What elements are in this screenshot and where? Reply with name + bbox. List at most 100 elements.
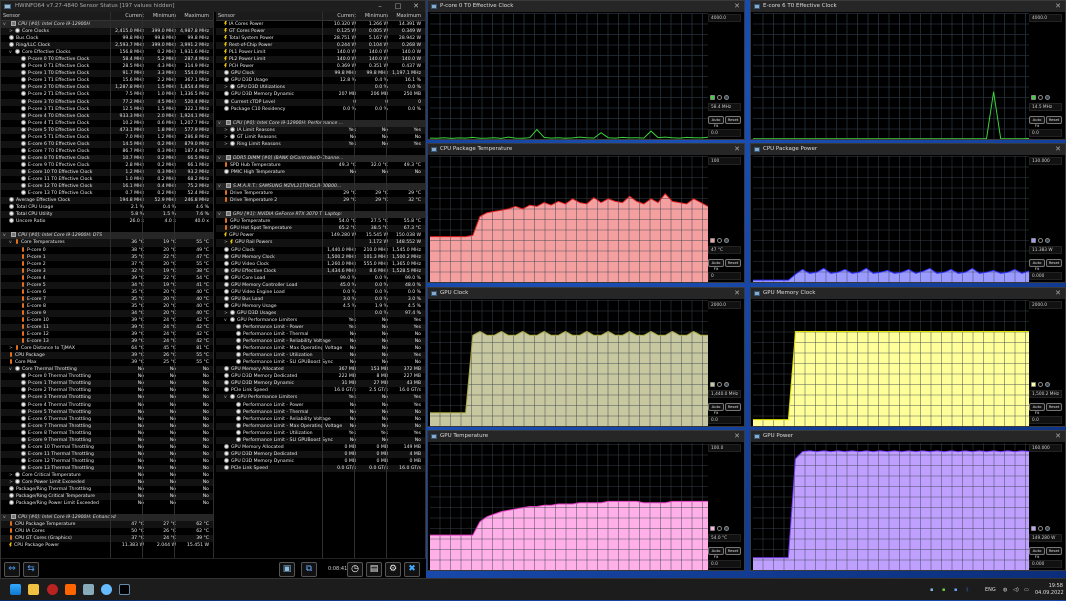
- sensor-row[interactable]: Performance Limit - Utilization Yes Yes Yes: [216, 429, 426, 437]
- sensor-row[interactable]: Bus Clock 99.8 MHz 99.8 MHz 99.8 MHz: [1, 35, 214, 42]
- close-icon[interactable]: ✕: [1055, 289, 1061, 297]
- sensor-row[interactable]: P-core 3 32 °C 19 °C 38 °C: [1, 267, 214, 275]
- graph-min-value[interactable]: 0.000: [1029, 272, 1062, 280]
- collapse-chevron-icon[interactable]: v: [218, 212, 221, 218]
- sensor-group-header[interactable]: v CPU [#0]: Intel Core i9-12900H: Enhance…: [1, 514, 214, 522]
- sensor-row[interactable]: E-core 13 39 °C 24 °C 42 °C: [1, 338, 214, 346]
- sensor-row[interactable]: E-core 10 T0 Effective Clock 1.2 MHz 0.3 M…: [1, 168, 214, 177]
- collapse-chevron-icon[interactable]: v: [224, 317, 227, 323]
- collapse-chevron-icon[interactable]: v: [218, 155, 221, 161]
- sensor-row[interactable]: CPU Package Temperature 47 °C 27 °C 62 °C: [1, 521, 214, 529]
- sensor-row[interactable]: GPU Memory Usage 4.5 % 1.9 % 4.5 %: [216, 302, 426, 310]
- graph-min-value[interactable]: 0.0: [708, 560, 741, 568]
- sensor-row[interactable]: Current cTDP Level000: [216, 98, 426, 106]
- sensor-row[interactable]: v GPU Performance Limiters Yes No Yes: [216, 394, 426, 402]
- graph-max-value[interactable]: 160.000: [1029, 444, 1062, 452]
- sensor-row[interactable]: > Core Critical Temperature No No No: [1, 472, 214, 479]
- sensor-row[interactable]: P-core 5 T1 Effective Clock 7.0 MHz 1.2 MH…: [1, 133, 214, 141]
- tray-nvidia-icon[interactable]: ▪: [942, 587, 946, 593]
- bluetooth-icon[interactable]: ᛒ: [966, 587, 970, 593]
- language-indicator[interactable]: ENG: [985, 587, 996, 593]
- sensor-row[interactable]: GT Cores Power 0.125 W 0.005 W 0.349 W: [216, 28, 426, 36]
- close-window-button[interactable]: ✕: [413, 2, 419, 10]
- auto-fit-button[interactable]: Auto Fit: [1029, 259, 1045, 271]
- radio-icon[interactable]: [724, 238, 729, 243]
- graph-min-value[interactable]: 0.0: [1029, 416, 1062, 424]
- sensor-group-header[interactable]: v S.M.A.R.T.: SAMSUNG MZVL21T0HCLR-00B00.…: [216, 183, 426, 191]
- sensor-row[interactable]: PCH Power 0.369 W 0.351 W 0.437 W: [216, 63, 426, 70]
- radio-icon[interactable]: [1038, 238, 1043, 243]
- graph-min-value[interactable]: 0.000: [1029, 560, 1062, 568]
- expand-chevron-icon[interactable]: >: [9, 473, 13, 478]
- radio-icon[interactable]: [1045, 382, 1050, 387]
- sensor-row[interactable]: Performance Limit - SLI GPUBoost Sync No N…: [216, 359, 426, 366]
- expand-chevron-icon[interactable]: >: [9, 480, 13, 486]
- radio-icon[interactable]: [724, 382, 729, 387]
- reset-button[interactable]: Reset: [725, 547, 741, 555]
- sensor-group-header[interactable]: v CPU [#0]: Intel Core i9-12900H: [1, 21, 214, 29]
- sensor-row[interactable]: v Core Temperatures 36 °C 19 °C 55 °C: [1, 239, 214, 247]
- graph-titlebar[interactable]: GPU Clock ✕: [428, 288, 744, 299]
- auto-fit-button[interactable]: Auto Fit: [1029, 403, 1045, 415]
- sensor-row[interactable]: Core Max 39 °C 25 °C 55 °C: [1, 359, 214, 366]
- sensor-row[interactable]: GPU Power 149.280 W 15.545 W 150.038 W: [216, 232, 426, 239]
- sensor-window-titlebar[interactable]: HWiNFO64 v7.27-4840 Sensor Status [197 v…: [1, 1, 425, 12]
- column-header-minimum[interactable]: Minimum: [364, 13, 388, 19]
- sensor-row[interactable]: GPU D3D Memory Dynamic 0 MB 0 MB 0 MB: [216, 457, 426, 465]
- sensor-group-header[interactable]: v DDR5 DIMM [#0] (BANK 0/Controller0-Chan…: [216, 154, 426, 162]
- sensor-row[interactable]: Ring/LLC Clock 2,593.7 MHz 399.0 MHz 3,991.…: [1, 42, 214, 50]
- sensor-row[interactable]: PL2 Power Limit 140.0 W 140.0 W 140.0 W: [216, 56, 426, 64]
- sensor-row[interactable]: Performance Limit - Max Operating Voltag…: [216, 422, 426, 430]
- expand-chevron-icon[interactable]: >: [224, 310, 228, 316]
- sensor-row[interactable]: GPU Bus Load 3.0 % 0.0 % 3.0 %: [216, 295, 426, 303]
- sensor-row[interactable]: PCIe Link Speed 16.0 GT/s 2.5 GT/s 16.0 GT/…: [216, 387, 426, 394]
- sensor-row[interactable]: GPU Clock 99.8 MHz 99.8 MHz 1,197.1 MHz: [216, 70, 426, 78]
- sensor-row[interactable]: GPU Core Load 99.0 % 0.0 % 99.0 %: [216, 274, 426, 282]
- column-header-sensor[interactable]: Sensor: [218, 13, 236, 19]
- tray-monitor-icon[interactable]: ▪: [954, 587, 958, 593]
- series-color-swatch[interactable]: [710, 95, 715, 100]
- sensor-row[interactable]: P-core 2 T1 Effective Clock 7.5 MHz 1.0 MH…: [1, 91, 214, 98]
- sensor-row[interactable]: > Core Power Limit Exceeded No No No: [1, 479, 214, 487]
- graph-titlebar[interactable]: GPU Power ✕: [751, 431, 1065, 442]
- reset-button[interactable]: Reset: [1046, 403, 1062, 411]
- sensor-row[interactable]: E-core 6 T0 Effective Clock 14.5 MHz 0.2 M…: [1, 140, 214, 148]
- sensor-row[interactable]: E-core 13 T0 Effective Clock 0.7 MHz 0.2 M…: [1, 190, 214, 197]
- sensor-row[interactable]: > GPU Rail Powers 1.172 W 148.552 W: [216, 239, 426, 247]
- sensor-row[interactable]: GPU D3D Memory Dynamic 31 MB 27 MB 43 MB: [216, 380, 426, 388]
- sensor-row[interactable]: GPU Video Engine Load 0.0 % 0.0 % 0.0 %: [216, 288, 426, 296]
- hwinfo-flame-icon[interactable]: [65, 584, 76, 595]
- sensor-row[interactable]: P-core 0 38 °C 20 °C 49 °C: [1, 246, 214, 254]
- graph-min-value[interactable]: 0.0: [1029, 129, 1062, 137]
- sensor-row[interactable]: GPU Memory Allocated 0 MB 0 MB 149 MB: [216, 443, 426, 451]
- battery-icon[interactable]: ▭: [1024, 587, 1029, 593]
- sensor-row[interactable]: GPU Effective Clock 1,434.6 MHz 8.6 MHz 1,5…: [216, 267, 426, 275]
- reset-button[interactable]: Reset: [725, 403, 741, 411]
- report-icon[interactable]: ▤: [366, 562, 382, 577]
- close-icon[interactable]: ✕: [734, 145, 740, 153]
- sensor-row[interactable]: GPU D3D Usage 12.8 % 0.4 % 16.1 %: [216, 77, 426, 84]
- series-color-swatch[interactable]: [1031, 526, 1036, 531]
- auto-fit-button[interactable]: Auto Fit: [1029, 116, 1045, 128]
- sensor-row[interactable]: P-core 0 Thermal Throttling No No No: [1, 373, 214, 380]
- graph-min-value[interactable]: 0.0: [708, 416, 741, 424]
- expand-chevron-icon[interactable]: >: [224, 134, 228, 140]
- file-explorer-icon[interactable]: [28, 584, 39, 595]
- radio-icon[interactable]: [717, 382, 722, 387]
- sensor-row[interactable]: E-core 12 T0 Effective Clock 16.1 MHz 0.4 …: [1, 183, 214, 191]
- sensor-row[interactable]: E-core 7 35 °C 20 °C 40 °C: [1, 295, 214, 303]
- sensor-row[interactable]: > GPU D3D Utilizations 0.0 % 0.0 %: [216, 84, 426, 92]
- series-color-swatch[interactable]: [1031, 238, 1036, 243]
- graph-min-value[interactable]: 0.0: [708, 129, 741, 137]
- sensor-row[interactable]: IA Cores Power 10.320 W 1.266 W 14.391 W: [216, 21, 426, 28]
- sensor-row[interactable]: Drive Temperature 2 29 °C 29 °C 32 °C: [216, 197, 426, 205]
- series-color-swatch[interactable]: [710, 526, 715, 531]
- close-icon[interactable]: ✕: [734, 289, 740, 297]
- collapse-chevron-icon[interactable]: v: [3, 515, 6, 521]
- expand-chevron-icon[interactable]: >: [224, 127, 228, 133]
- expand-chevron-icon[interactable]: >: [224, 240, 228, 246]
- sensor-row[interactable]: P-core 3 T1 Effective Clock 12.5 MHz 1.5 M…: [1, 105, 214, 113]
- expand-chevron-icon[interactable]: >: [224, 85, 228, 91]
- close-icon[interactable]: ✕: [734, 432, 740, 440]
- sensor-group-header[interactable]: v CPU [#0]: Intel Core i9-12900H: Perform…: [216, 119, 426, 127]
